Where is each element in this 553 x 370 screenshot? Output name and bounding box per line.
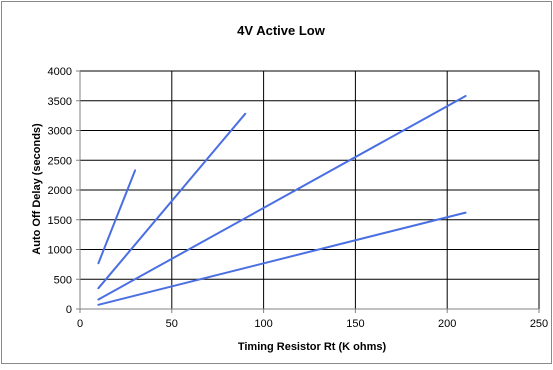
y-tick-label: 3000	[48, 126, 72, 138]
y-axis-label: Auto Off Delay (seconds)	[31, 123, 43, 255]
x-tick-label: 50	[166, 318, 178, 330]
axis-ticks: 0 500 1000 1500 2000 2500 3000 3500 4000 0 50 100 15…	[48, 66, 549, 330]
chart-title: 4V Active Low	[237, 23, 326, 38]
gridlines	[80, 70, 540, 309]
y-tick-label: 500	[54, 274, 72, 286]
x-tick-label: 150	[346, 318, 364, 330]
x-tick-label: 0	[77, 318, 83, 330]
y-tick-label: 4000	[48, 66, 72, 78]
x-tick-label: 100	[254, 318, 272, 330]
x-tick-label: 200	[438, 318, 456, 330]
y-tick-label: 2000	[48, 185, 72, 197]
y-tick-label: 1000	[48, 245, 72, 257]
series-line-4	[97, 211, 467, 306]
y-tick-label: 0	[66, 304, 72, 316]
series-lines	[97, 95, 467, 306]
series-line-3	[97, 95, 467, 301]
y-tick-label: 3500	[48, 96, 72, 108]
y-tick-label: 2500	[48, 155, 72, 167]
x-tick-label: 250	[530, 318, 548, 330]
series-line-2	[97, 112, 247, 290]
x-axis-label: Timing Resistor Rt (K ohms)	[238, 341, 387, 353]
y-tick-label: 1500	[48, 215, 72, 227]
series-line-1	[97, 169, 137, 265]
